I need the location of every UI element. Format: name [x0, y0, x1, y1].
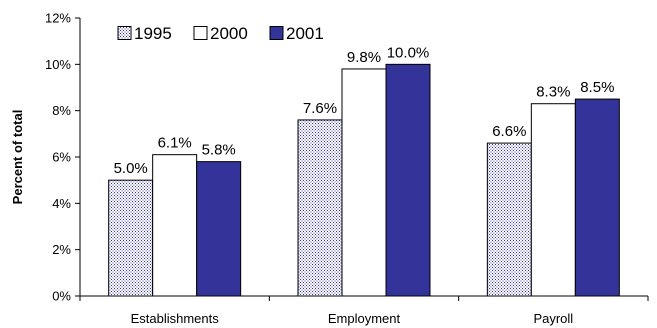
data-label: 6.6%: [492, 123, 526, 140]
data-label: 7.6%: [303, 100, 337, 117]
legend-label: 2001: [286, 24, 324, 43]
data-label: 10.0%: [387, 44, 430, 61]
axes: 0% 2% 4% 6% 8% 10% 12% Establishments Employment…: [45, 11, 649, 326]
data-label: 8.5%: [580, 79, 614, 96]
bar-2001: [574, 98, 620, 297]
y-tick-label: 2%: [52, 242, 71, 257]
legend-swatch: [269, 26, 284, 40]
data-label: 5.8%: [202, 142, 236, 159]
bar-2000: [152, 154, 198, 297]
bar-2001: [196, 161, 242, 297]
y-tick-label: 6%: [52, 150, 71, 165]
data-label: 8.3%: [536, 84, 570, 101]
bar-2000: [530, 103, 576, 297]
x-category-label: Establishments: [131, 311, 220, 326]
y-tick-label: 10%: [45, 57, 71, 72]
legend-label: 2000: [210, 24, 248, 43]
y-tick-label: 12%: [45, 11, 71, 26]
x-category-label: Employment: [328, 311, 401, 326]
bar-1995: [486, 142, 532, 297]
data-label: 9.8%: [347, 49, 381, 66]
x-category-label: Payroll: [533, 311, 573, 326]
legend-swatch: [117, 26, 132, 40]
data-label: 6.1%: [158, 135, 192, 152]
bar-2000: [341, 68, 387, 297]
bar-2001: [385, 63, 431, 297]
y-axis-title: Percent of total: [10, 110, 25, 205]
bars-group: [108, 63, 620, 297]
y-tick-label: 4%: [52, 196, 71, 211]
data-label: 5.0%: [114, 160, 148, 177]
bar-1995: [297, 119, 343, 297]
legend: 1995 2000 2001: [117, 24, 324, 43]
y-tick-label: 8%: [52, 103, 71, 118]
y-tick-label: 0%: [52, 289, 71, 304]
bar-1995: [108, 179, 154, 297]
legend-swatch: [193, 26, 208, 40]
data-labels-group: 5.0% 6.1% 5.8% 7.6% 9.8% 10.0% 6.6% 8.3% 8.5%: [114, 44, 615, 177]
legend-label: 1995: [134, 24, 172, 43]
